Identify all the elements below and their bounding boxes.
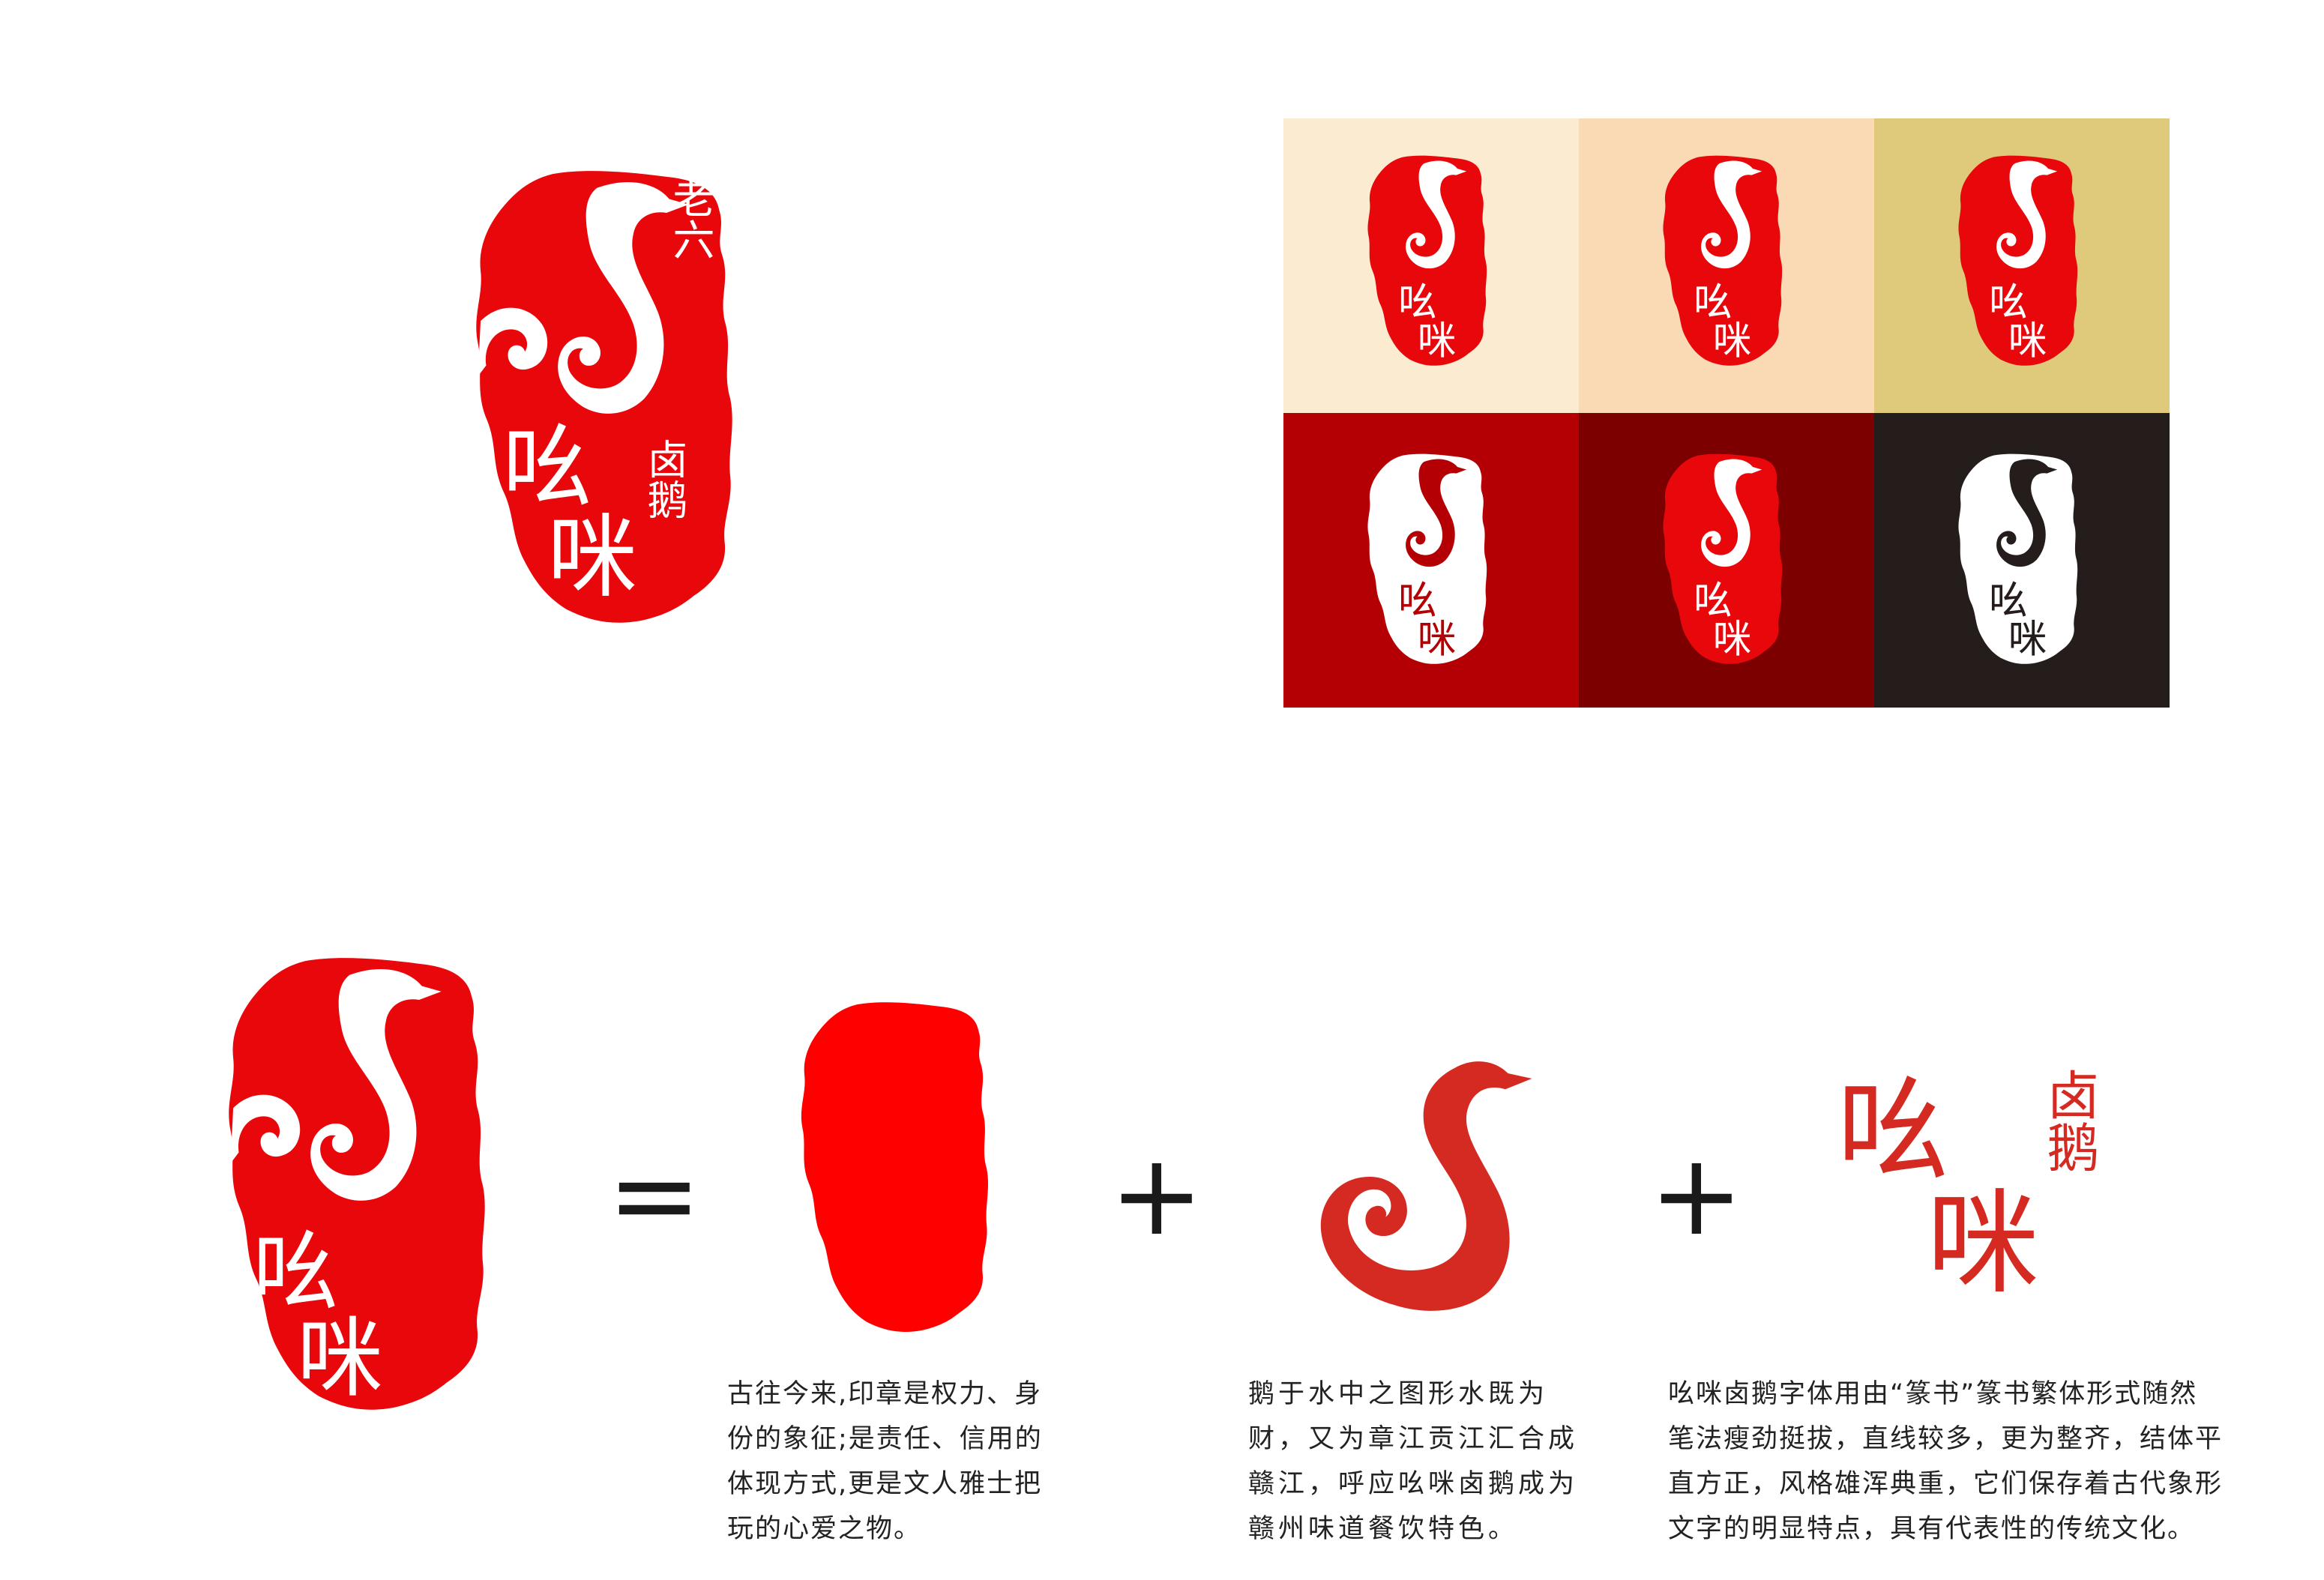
svg-text:吆: 吆	[1989, 579, 2028, 624]
svg-text:咪: 咪	[1713, 618, 1752, 663]
description-line: 玩的心爱之物。	[727, 1514, 922, 1544]
swatch-logo: 吆 咪	[1366, 447, 1495, 672]
swatch-logo: 吆 咪	[1957, 447, 2086, 672]
swatch-gold: 吆 咪	[1874, 118, 2170, 413]
description-line: 文字的明显特点，具有代表性的传统文化。	[1668, 1514, 2196, 1544]
typography-stamp-chars: 卤鹅	[2038, 1068, 2100, 1173]
svg-text:吆: 吆	[1989, 280, 2028, 325]
logo-big-char-2: 咪	[547, 506, 637, 610]
svg-text:咪: 咪	[2008, 618, 2047, 663]
description-line: 赣江，呼应吆咪卤鹅成为	[1248, 1469, 1579, 1499]
svg-text:吆: 吆	[1694, 280, 1733, 325]
swatch-red: 吆 咪	[1283, 413, 1579, 708]
description-seal: 古往今来,印章是权力、身 份的象征;是责任、信用的 体现方式,更是文人雅士把 玩…	[727, 1372, 1043, 1552]
seal-background	[472, 154, 750, 641]
description-goose: 鹅于水中之图形水既为 财，又为章江贡江汇合成 赣江，呼应吆咪卤鹅成为 赣州味道餐…	[1248, 1372, 1578, 1552]
logo-small-chars: 老六	[666, 176, 714, 260]
equation-typography: 吆 咪 卤鹅	[1837, 1061, 2114, 1315]
swatch-cream: 吆 咪	[1283, 118, 1579, 413]
color-swatch-grid: 吆 咪 吆 咪 吆 咪 吆 咪 吆 咪	[1283, 118, 2170, 708]
typography-big-char-2: 咪	[1927, 1179, 2040, 1309]
typography-big-char-1: 吆	[1837, 1067, 1950, 1197]
svg-text:吆: 吆	[1398, 579, 1437, 624]
swatch-logo: 吆 咪	[1661, 447, 1790, 672]
equals-sign: =	[607, 1130, 702, 1261]
description-line: 吆咪卤鹅字体用由“篆书”篆书繁体形式随然	[1668, 1379, 2198, 1409]
description-font: 吆咪卤鹅字体用由“篆书”篆书繁体形式随然 笔法瘦劲挺拔，直线较多，更为整齐，结体…	[1668, 1372, 2223, 1552]
svg-text:咪: 咪	[2008, 319, 2047, 364]
svg-text:咪: 咪	[297, 1309, 383, 1409]
main-logo: 老六 吆 咪 卤鹅	[472, 154, 750, 641]
description-line: 笔法瘦劲挺拔，直线较多，更为整齐，结体平	[1668, 1424, 2224, 1454]
plus-sign-1: +	[1110, 1130, 1204, 1261]
svg-text:吆: 吆	[1694, 579, 1733, 624]
equation-goose-shape	[1293, 1049, 1563, 1315]
swatch-logo: 吆 咪	[1366, 148, 1495, 373]
svg-text:吆: 吆	[253, 1223, 339, 1323]
svg-text:咪: 咪	[1418, 618, 1457, 663]
description-line: 直方正，风格雄浑典重，它们保存着古代象形	[1668, 1469, 2224, 1499]
seal-background: 吆 咪	[225, 941, 502, 1428]
swatch-logo: 吆 咪	[1957, 148, 2086, 373]
swatch-peach: 吆 咪	[1579, 118, 1874, 413]
logo-stamp-chars: 卤鹅	[640, 438, 687, 519]
swatch-black: 吆 咪	[1874, 413, 2170, 708]
description-line: 财，又为章江贡江汇合成	[1248, 1424, 1579, 1454]
description-line: 古往今来,印章是权力、身	[727, 1379, 1043, 1409]
swatch-logo: 吆 咪	[1661, 148, 1790, 373]
svg-text:咪: 咪	[1418, 319, 1457, 364]
seal-only-icon	[798, 997, 1001, 1338]
logo-big-char-1: 吆	[502, 416, 592, 520]
description-line: 赣州味道餐饮特色。	[1248, 1514, 1519, 1544]
swatch-dark-red: 吆 咪	[1579, 413, 1874, 708]
equation-full-logo: 吆 咪	[225, 941, 502, 1428]
description-line: 鹅于水中之图形水既为	[1248, 1379, 1549, 1409]
equation-seal-shape	[798, 997, 1001, 1338]
plus-sign-2: +	[1649, 1130, 1744, 1261]
svg-text:吆: 吆	[1398, 280, 1437, 325]
svg-text:咪: 咪	[1713, 319, 1752, 364]
description-line: 体现方式,更是文人雅士把	[727, 1469, 1043, 1499]
description-line: 份的象征;是责任、信用的	[727, 1424, 1043, 1454]
goose-icon	[1293, 1049, 1563, 1315]
